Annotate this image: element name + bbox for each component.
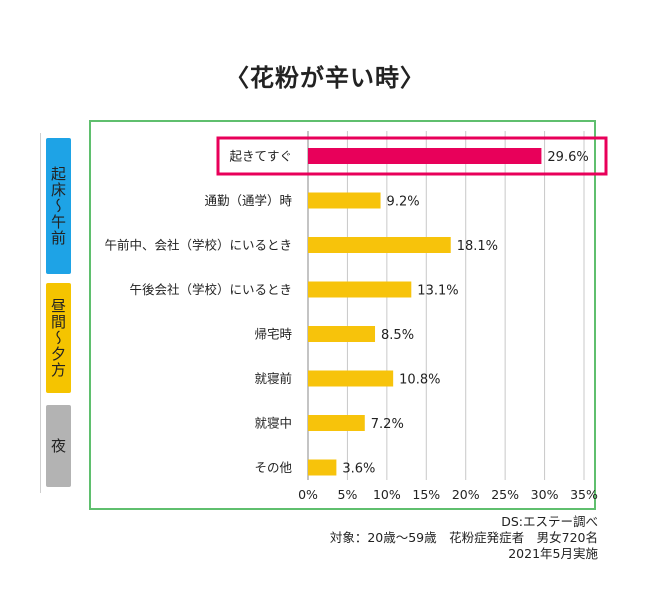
chart-frame — [89, 120, 596, 510]
x-tick-label: 20% — [452, 487, 480, 502]
data-label: 13.1% — [417, 284, 458, 299]
band-night-label: 夜 — [49, 438, 67, 454]
category-label: 就寝前 — [254, 371, 292, 386]
data-label: 7.2% — [371, 417, 404, 432]
bar — [308, 326, 376, 342]
data-label: 18.1% — [457, 239, 498, 254]
x-tick-label: 5% — [338, 487, 358, 502]
data-label: 3.6% — [342, 462, 375, 477]
band-divider — [40, 133, 41, 493]
chart-title: 〈花粉が辛い時〉 — [225, 64, 425, 92]
bar — [308, 237, 451, 253]
highlight-box — [216, 136, 608, 176]
band-daytime: 昼間〜夕方 — [46, 283, 71, 393]
x-tick-label: 30% — [531, 487, 559, 502]
x-tick-label: 10% — [373, 487, 401, 502]
x-tick-label: 0% — [298, 487, 318, 502]
band-night: 夜 — [46, 405, 71, 487]
x-tick-label: 35% — [570, 487, 598, 502]
note-target: 対象：20歳～59歳 花粉症発症者 男女720名 — [329, 530, 598, 545]
bar — [308, 415, 365, 431]
bar — [308, 281, 412, 298]
bar — [308, 459, 337, 476]
x-tick-label: 15% — [412, 487, 440, 502]
data-label: 10.8% — [399, 373, 440, 388]
note-source: DS:エステー調べ — [501, 514, 598, 529]
band-daytime-label: 昼間〜夕方 — [49, 298, 67, 378]
category-label: 帰宅時 — [254, 327, 292, 342]
category-label: 午後会社（学校）にいるとき — [129, 282, 292, 297]
data-label: 8.5% — [381, 328, 414, 343]
data-label: 9.2% — [387, 195, 420, 210]
note-date: 2021年5月実施 — [508, 546, 598, 561]
category-label: その他 — [254, 460, 292, 475]
data-label: 29.6% — [547, 150, 588, 165]
category-label: 就寝中 — [254, 416, 292, 431]
band-morning-label: 起床〜午前 — [49, 166, 67, 246]
category-label: 通勤（通学）時 — [204, 193, 292, 208]
source-notes: DS:エステー調べ 対象：20歳～59歳 花粉症発症者 男女720名 2021年… — [330, 514, 598, 562]
category-label: 起きてすぐ — [229, 149, 292, 164]
band-morning: 起床〜午前 — [46, 138, 71, 274]
bar — [308, 192, 381, 209]
bar — [308, 370, 394, 387]
x-tick-label: 25% — [491, 487, 519, 502]
bar — [308, 148, 542, 164]
category-label: 午前中、会社（学校）にいるとき — [104, 238, 292, 253]
